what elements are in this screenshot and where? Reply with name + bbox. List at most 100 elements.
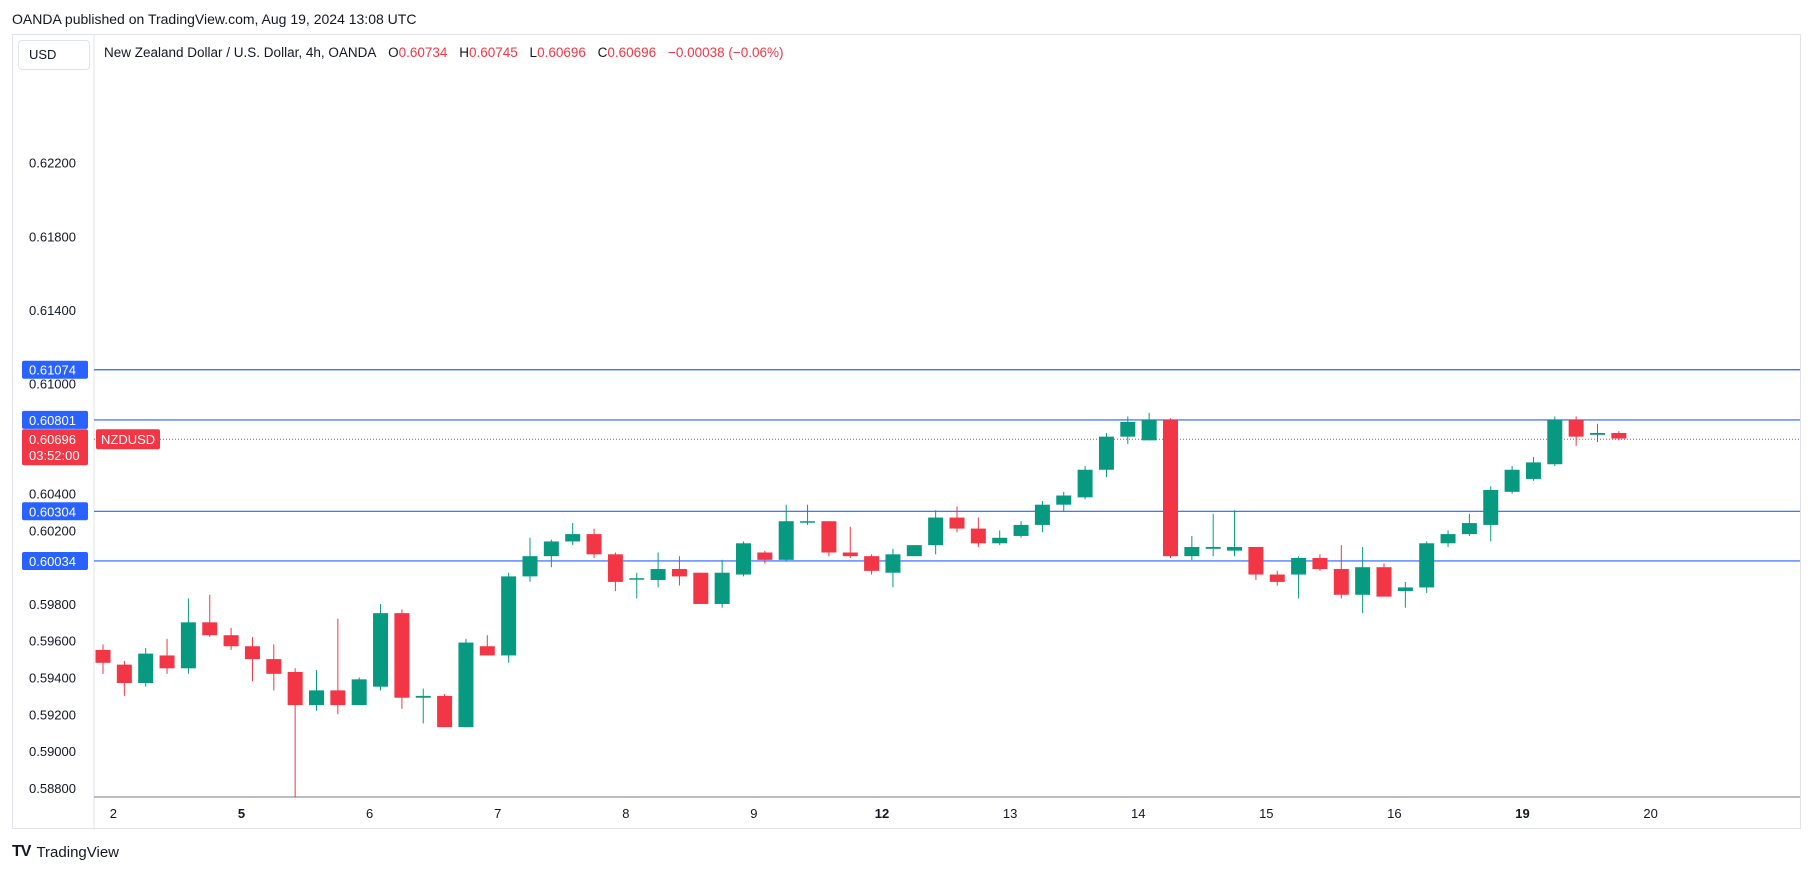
candle-body[interactable] (1483, 489, 1499, 525)
legend-close-label: C (597, 45, 608, 60)
legend-close-value: 0.60696 (607, 45, 657, 60)
candle-body[interactable] (522, 556, 538, 577)
candle-body[interactable] (629, 578, 645, 580)
candle-body[interactable] (1547, 420, 1563, 465)
candle-body[interactable] (1056, 495, 1072, 505)
tradingview-logo-icon: TV (12, 843, 31, 860)
candle-body[interactable] (1120, 421, 1136, 437)
candle-body[interactable] (949, 517, 965, 529)
candle-body[interactable] (1440, 534, 1456, 544)
candle-body[interactable] (565, 534, 581, 542)
y-tick-label: 0.59000 (29, 744, 76, 759)
tradingview-brand: TradingView (36, 843, 119, 861)
legend-change: −0.00038 (−0.06%) (667, 45, 784, 60)
candle-body[interactable] (1419, 543, 1435, 588)
candle-body[interactable] (244, 646, 260, 660)
candle-body[interactable] (928, 517, 944, 546)
symbol-badge (96, 429, 160, 450)
candle-body[interactable] (1227, 546, 1243, 551)
candle-body[interactable] (1205, 546, 1221, 549)
candle-body[interactable] (864, 556, 880, 571)
level-price-label: 0.61074 (29, 363, 76, 378)
candle-body[interactable] (1184, 546, 1200, 557)
candle-body[interactable] (1376, 567, 1392, 597)
candle-body[interactable] (800, 521, 816, 523)
candle-body[interactable] (736, 543, 751, 575)
candle-body[interactable] (906, 545, 922, 557)
candle-body[interactable] (1312, 558, 1328, 570)
candle-body[interactable] (437, 695, 453, 728)
x-date-label: 12 (875, 806, 889, 821)
candle-body[interactable] (95, 649, 111, 663)
candle-body[interactable] (159, 655, 175, 669)
x-date-label: 20 (1643, 806, 1657, 821)
candle-body[interactable] (842, 552, 858, 557)
candle-body[interactable] (778, 521, 794, 560)
level-price-badge (22, 360, 88, 379)
x-date-label: 8 (622, 806, 629, 821)
x-date-label: 19 (1515, 806, 1529, 821)
candle-body[interactable] (479, 646, 495, 656)
candle-body[interactable] (116, 664, 132, 684)
candle-body[interactable] (885, 554, 901, 573)
legend-high-value: 0.60745 (468, 45, 518, 60)
currency-button[interactable]: USD (18, 40, 90, 70)
candle-body[interactable] (1163, 420, 1178, 557)
candle-body[interactable] (693, 572, 709, 604)
candle-body[interactable] (607, 554, 623, 582)
candle-body[interactable] (180, 622, 196, 669)
candle-body[interactable] (415, 695, 431, 698)
candle-body[interactable] (1504, 469, 1520, 492)
candle-body[interactable] (1397, 587, 1413, 592)
candle-body[interactable] (1355, 567, 1371, 595)
candle-body[interactable] (373, 613, 389, 687)
candle-body[interactable] (992, 537, 1008, 544)
candle-body[interactable] (138, 653, 154, 684)
candle-body[interactable] (1013, 524, 1029, 536)
level-price-badge (22, 551, 88, 570)
x-date-label: 9 (750, 806, 757, 821)
candle-body[interactable] (1098, 436, 1114, 470)
candle-body[interactable] (223, 635, 239, 647)
candle-body[interactable] (650, 569, 666, 581)
candle-body[interactable] (1034, 504, 1050, 525)
candle-body[interactable] (671, 569, 687, 577)
candle-body[interactable] (1525, 462, 1541, 479)
candle-body[interactable] (309, 690, 324, 706)
candle-body[interactable] (330, 690, 346, 706)
candle-body[interactable] (714, 572, 730, 604)
x-date-label: 6 (366, 806, 373, 821)
candle-body[interactable] (1291, 558, 1307, 575)
candle-body[interactable] (1590, 432, 1605, 435)
candle-body[interactable] (1248, 546, 1264, 575)
candle-body[interactable] (1568, 420, 1584, 437)
candle-body[interactable] (543, 541, 559, 557)
candle-body[interactable] (1333, 569, 1349, 595)
candle-body[interactable] (1269, 574, 1285, 582)
candle-body[interactable] (1611, 432, 1627, 439)
symbol-label: NZDUSD (101, 432, 155, 447)
candle-body[interactable] (501, 576, 517, 656)
candle-body[interactable] (351, 679, 367, 706)
level-price-badge (22, 410, 88, 429)
tradingview-footer[interactable]: TV TradingView (12, 843, 119, 861)
candle-body[interactable] (1141, 420, 1157, 441)
current-price-label: 0.60696 (29, 432, 76, 447)
candle-body[interactable] (266, 659, 282, 674)
candle-body[interactable] (1077, 469, 1093, 498)
candle-body[interactable] (1461, 523, 1477, 535)
published-caption: OANDA published on TradingView.com, Aug … (12, 11, 417, 27)
legend-title[interactable]: New Zealand Dollar / U.S. Dollar, 4h, OA… (104, 45, 377, 60)
legend-low-value: 0.60696 (537, 45, 586, 60)
candle-body[interactable] (586, 534, 602, 555)
candle-body[interactable] (458, 642, 474, 728)
candle-body[interactable] (287, 671, 303, 706)
candle-body[interactable] (757, 552, 773, 560)
candle-body[interactable] (394, 613, 410, 698)
candle-body[interactable] (202, 622, 218, 636)
candle-body[interactable] (970, 528, 986, 544)
x-date-label: 7 (494, 806, 501, 821)
x-date-label: 2 (110, 806, 117, 821)
candle-body[interactable] (821, 521, 837, 553)
